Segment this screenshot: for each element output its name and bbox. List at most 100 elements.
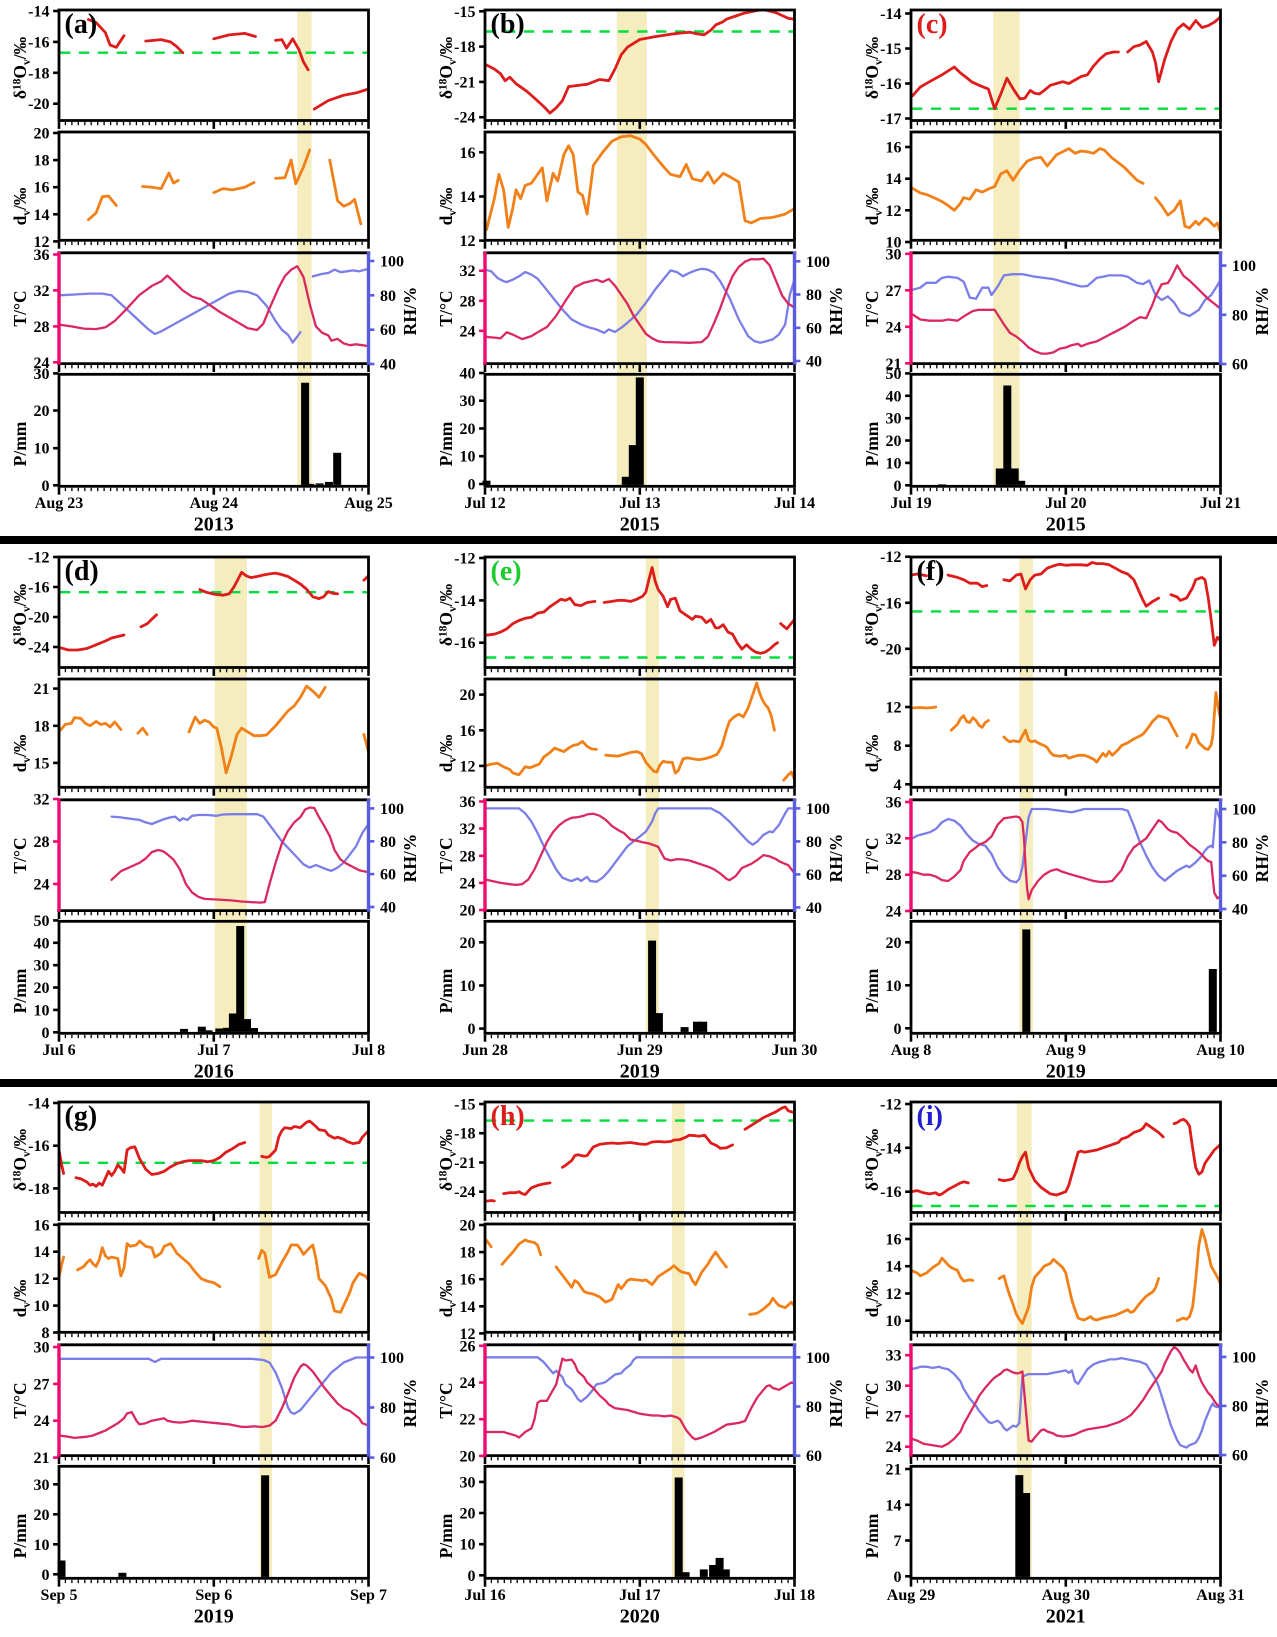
svg-text:(i): (i)	[917, 1101, 943, 1132]
svg-text:40: 40	[380, 357, 396, 374]
svg-text:21: 21	[34, 681, 50, 698]
svg-text:-16: -16	[880, 595, 901, 612]
svg-text:33: 33	[886, 1348, 902, 1365]
svg-text:Sep 5: Sep 5	[41, 1587, 78, 1604]
svg-text:18: 18	[34, 718, 50, 735]
svg-text:RH/%: RH/%	[1252, 834, 1272, 883]
svg-text:T/°C: T/°C	[10, 1382, 30, 1418]
svg-text:RH/%: RH/%	[1252, 1379, 1272, 1428]
svg-text:P/mm: P/mm	[10, 968, 30, 1013]
svg-text:24: 24	[34, 1413, 50, 1430]
svg-text:36: 36	[886, 795, 902, 812]
svg-text:28: 28	[460, 848, 476, 865]
svg-text:28: 28	[886, 867, 902, 884]
svg-text:-16: -16	[880, 1184, 901, 1201]
svg-text:0: 0	[468, 1021, 476, 1038]
svg-text:100: 100	[1232, 802, 1256, 819]
svg-text:dv/‰: dv/‰	[862, 187, 885, 225]
svg-text:100: 100	[806, 1350, 830, 1367]
svg-text:14: 14	[34, 1244, 50, 1261]
svg-text:40: 40	[806, 354, 822, 371]
svg-text:24: 24	[886, 1439, 902, 1456]
svg-text:-21: -21	[454, 74, 475, 91]
svg-text:14: 14	[34, 207, 50, 224]
svg-text:-14: -14	[880, 1140, 901, 1157]
svg-text:RH/%: RH/%	[400, 834, 420, 883]
svg-text:dv/‰: dv/‰	[436, 1279, 459, 1317]
svg-text:dv/‰: dv/‰	[862, 1279, 885, 1317]
svg-text:Jul 14: Jul 14	[774, 495, 815, 512]
svg-text:dv/‰: dv/‰	[10, 187, 33, 225]
svg-text:δ18Ov/‰: δ18Ov/‰	[436, 583, 459, 646]
svg-text:60: 60	[806, 867, 822, 884]
svg-text:dv/‰: dv/‰	[436, 734, 459, 772]
svg-text:20: 20	[34, 1507, 50, 1524]
svg-text:T/°C: T/°C	[862, 290, 882, 326]
svg-text:0: 0	[894, 1569, 902, 1586]
svg-text:Aug 31: Aug 31	[1196, 1587, 1244, 1604]
svg-text:Jul 18: Jul 18	[774, 1587, 815, 1604]
svg-text:-12: -12	[880, 1097, 901, 1114]
svg-text:Sep 7: Sep 7	[350, 1587, 387, 1604]
svg-text:-16: -16	[28, 580, 49, 597]
svg-text:Aug 10: Aug 10	[1196, 1042, 1244, 1059]
svg-text:Jul 12: Jul 12	[464, 495, 505, 512]
svg-text:80: 80	[806, 834, 822, 851]
svg-text:16: 16	[460, 1272, 476, 1289]
svg-text:Aug 23: Aug 23	[35, 495, 83, 512]
svg-text:80: 80	[1232, 835, 1248, 852]
svg-text:-18: -18	[28, 1181, 49, 1198]
svg-text:Aug 24: Aug 24	[190, 495, 238, 512]
svg-text:T/°C: T/°C	[10, 837, 30, 873]
svg-text:P/mm: P/mm	[436, 968, 456, 1013]
svg-text:20: 20	[460, 935, 476, 952]
svg-text:Jun 29: Jun 29	[617, 1042, 663, 1059]
svg-text:20: 20	[460, 1448, 476, 1465]
svg-text:100: 100	[806, 254, 830, 271]
svg-text:80: 80	[1232, 307, 1248, 324]
svg-text:(f): (f)	[917, 556, 945, 587]
svg-text:-24: -24	[28, 640, 49, 657]
svg-text:(g): (g)	[65, 1101, 98, 1132]
svg-text:22: 22	[460, 1412, 476, 1429]
svg-text:P/mm: P/mm	[436, 421, 456, 466]
svg-text:Aug 9: Aug 9	[1046, 1042, 1086, 1059]
svg-text:Jul 19: Jul 19	[890, 495, 931, 512]
svg-text:-20: -20	[28, 610, 49, 627]
svg-text:-12: -12	[880, 549, 901, 566]
svg-text:RH/%: RH/%	[1252, 287, 1272, 336]
svg-text:Aug 29: Aug 29	[887, 1587, 935, 1604]
svg-text:40: 40	[1232, 902, 1248, 919]
svg-text:2019: 2019	[620, 1061, 660, 1083]
svg-text:Jul 8: Jul 8	[352, 1042, 385, 1059]
svg-text:14: 14	[886, 1259, 902, 1276]
svg-text:100: 100	[380, 1350, 404, 1367]
svg-text:20: 20	[460, 421, 476, 438]
svg-text:10: 10	[886, 978, 902, 995]
svg-text:-16: -16	[880, 76, 901, 93]
svg-text:0: 0	[468, 477, 476, 494]
svg-text:14: 14	[460, 1299, 476, 1316]
svg-text:21: 21	[886, 1462, 902, 1479]
svg-text:16: 16	[886, 1232, 902, 1249]
svg-text:Jun 28: Jun 28	[462, 1042, 508, 1059]
svg-text:RH/%: RH/%	[826, 834, 846, 883]
svg-text:10: 10	[34, 1002, 50, 1019]
svg-text:80: 80	[380, 288, 396, 305]
svg-text:Jul 6: Jul 6	[42, 1042, 75, 1059]
svg-text:-20: -20	[28, 96, 49, 113]
svg-text:100: 100	[380, 254, 404, 271]
svg-text:20: 20	[460, 903, 476, 920]
svg-text:80: 80	[806, 287, 822, 304]
svg-text:16: 16	[34, 1217, 50, 1234]
svg-text:60: 60	[380, 322, 396, 339]
svg-text:-18: -18	[28, 65, 49, 82]
svg-text:12: 12	[460, 1326, 476, 1343]
svg-text:60: 60	[806, 1448, 822, 1465]
svg-text:10: 10	[34, 441, 50, 458]
svg-text:30: 30	[34, 1477, 50, 1494]
svg-text:80: 80	[380, 1400, 396, 1417]
svg-text:4: 4	[894, 777, 902, 794]
svg-text:27: 27	[886, 1409, 902, 1426]
svg-text:14: 14	[886, 171, 902, 188]
